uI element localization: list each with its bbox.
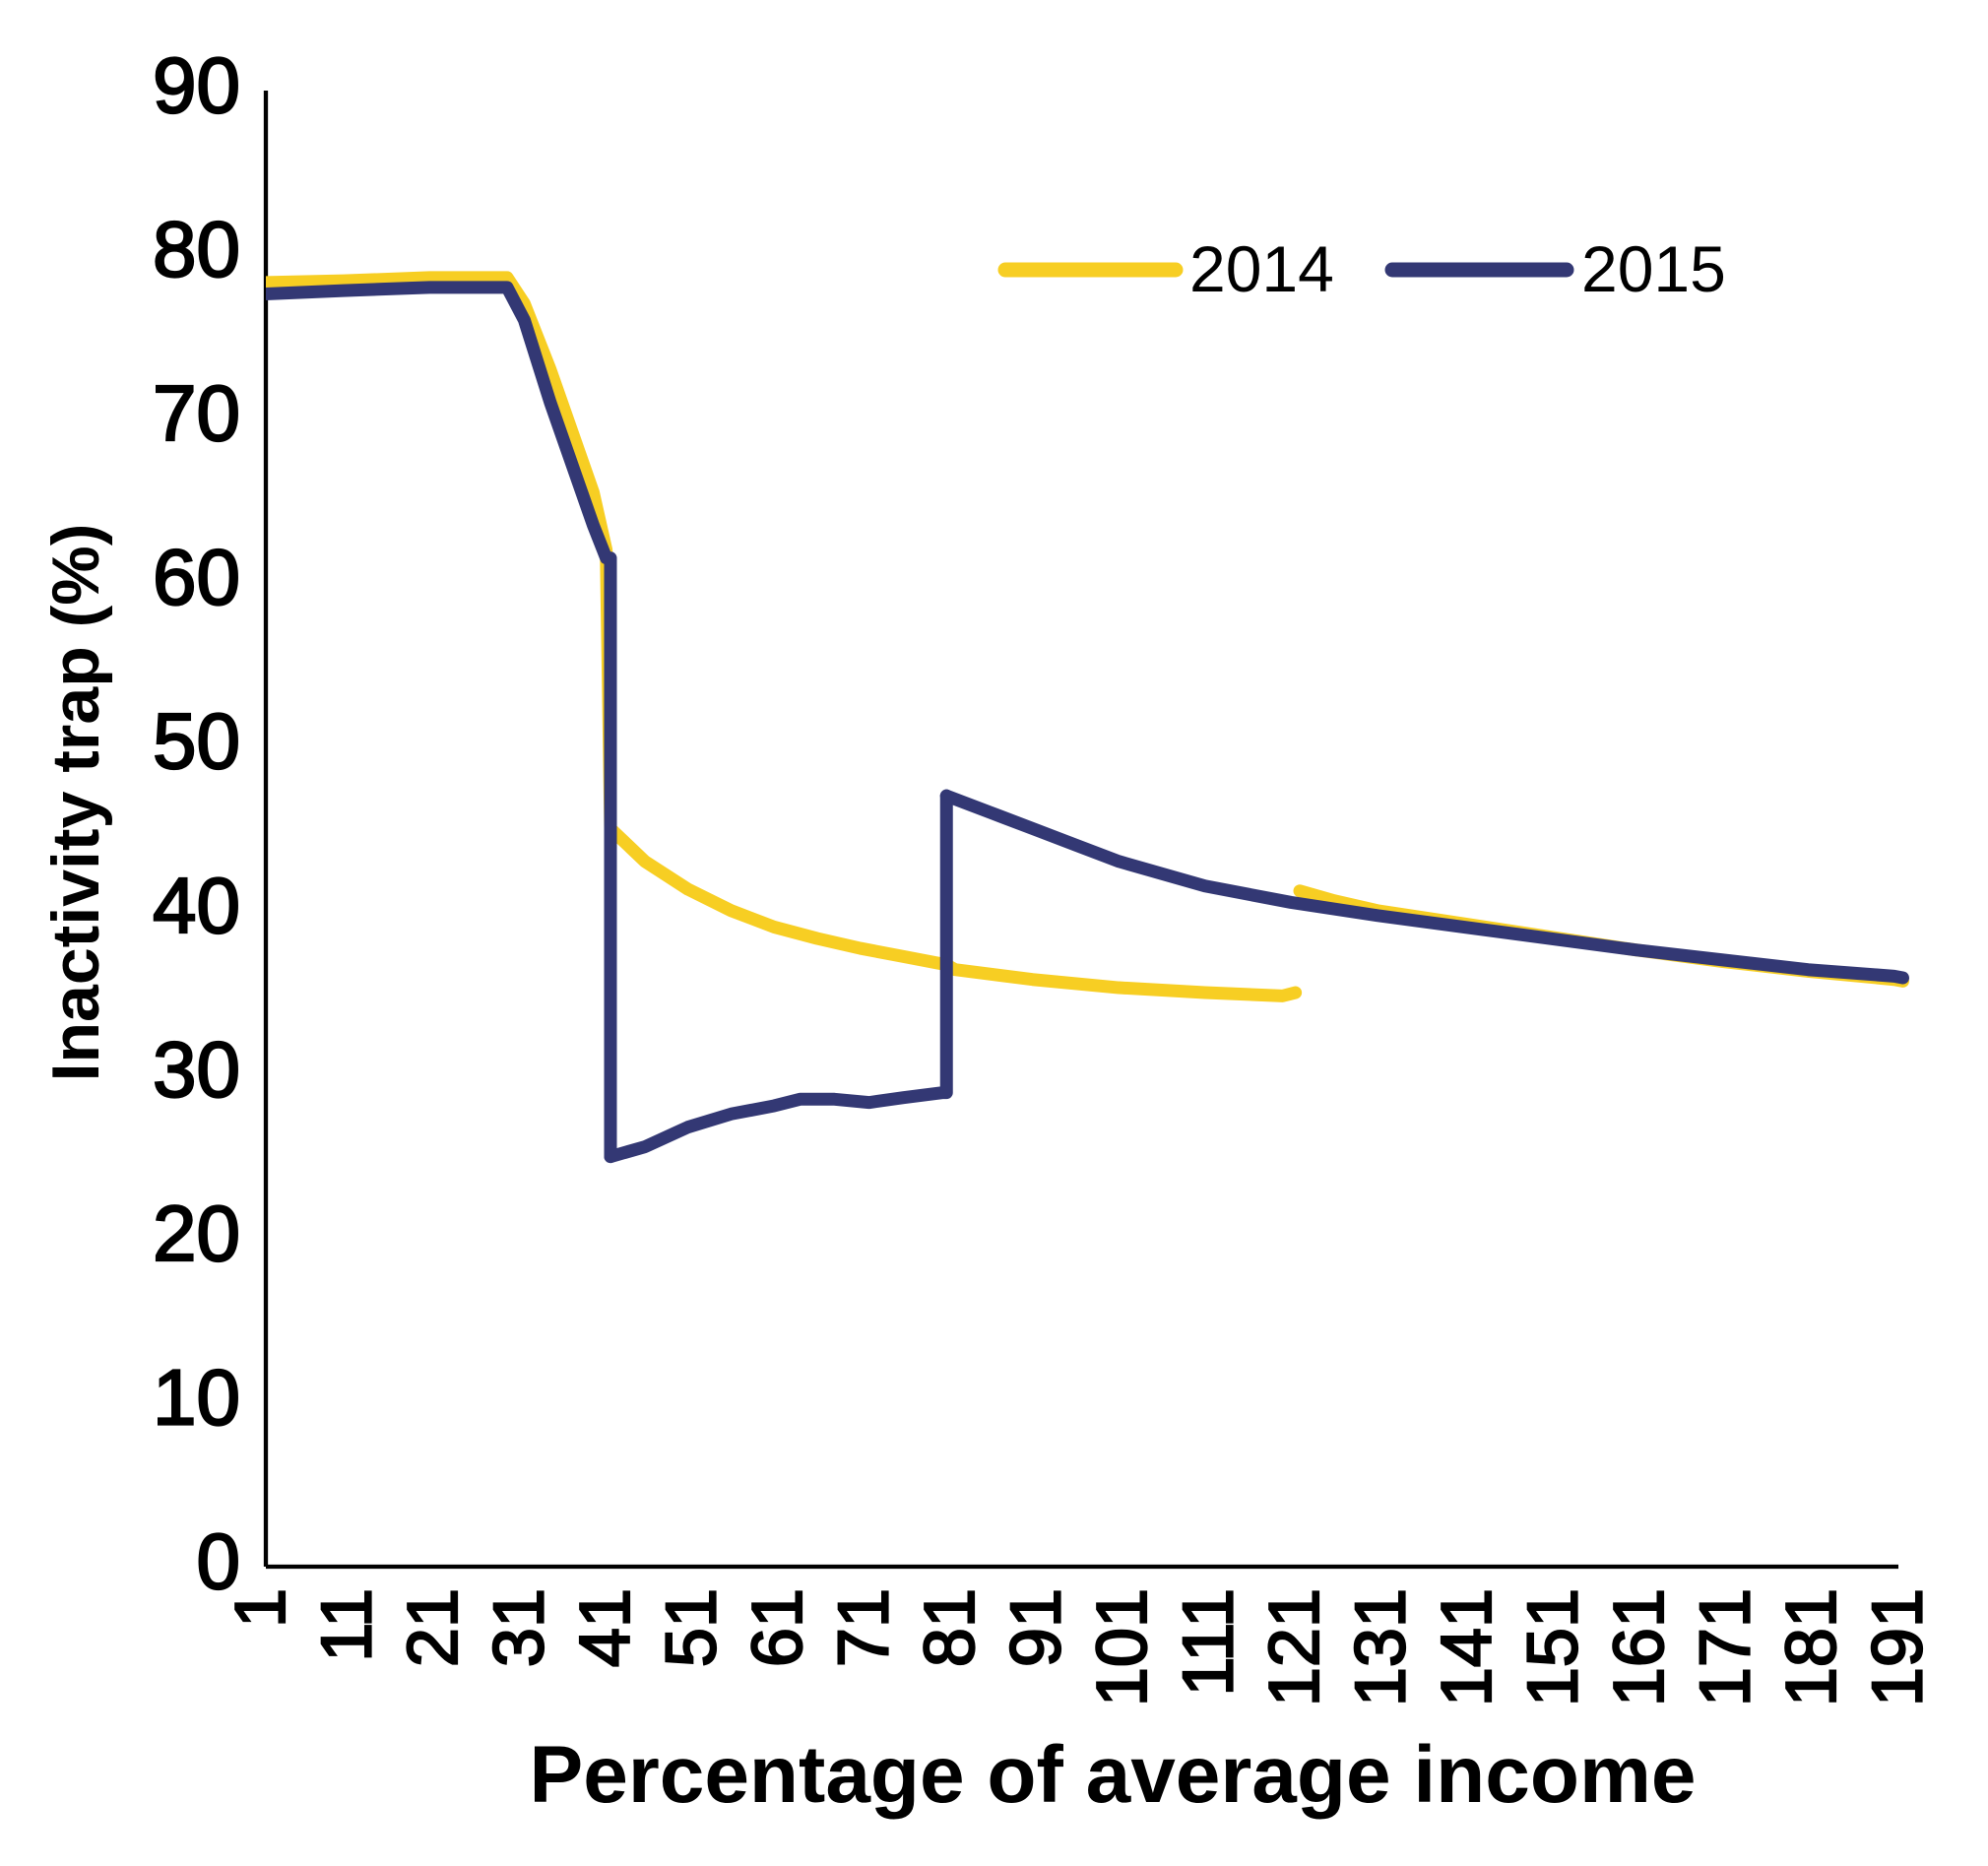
svg-text:Inactivity trap (%): Inactivity trap (%) — [38, 524, 113, 1082]
svg-text:171: 171 — [1687, 1588, 1765, 1706]
svg-text:141: 141 — [1428, 1588, 1507, 1706]
svg-text:80: 80 — [153, 206, 240, 293]
svg-text:111: 111 — [1170, 1588, 1249, 1696]
svg-text:2014: 2014 — [1189, 232, 1334, 305]
svg-text:181: 181 — [1772, 1588, 1851, 1706]
svg-text:1: 1 — [222, 1588, 300, 1628]
svg-text:70: 70 — [153, 369, 240, 457]
svg-text:31: 31 — [481, 1588, 559, 1667]
svg-text:21: 21 — [394, 1588, 473, 1667]
svg-text:11: 11 — [308, 1588, 387, 1662]
svg-text:90: 90 — [153, 41, 240, 129]
svg-text:60: 60 — [153, 534, 240, 621]
svg-text:131: 131 — [1342, 1588, 1421, 1706]
svg-text:121: 121 — [1255, 1588, 1334, 1706]
svg-text:20: 20 — [153, 1190, 240, 1277]
svg-text:30: 30 — [153, 1025, 240, 1113]
svg-text:161: 161 — [1600, 1588, 1679, 1706]
svg-text:41: 41 — [566, 1588, 645, 1667]
svg-text:10: 10 — [153, 1353, 240, 1441]
svg-text:51: 51 — [653, 1588, 732, 1667]
svg-text:71: 71 — [825, 1588, 904, 1667]
svg-text:101: 101 — [1083, 1588, 1162, 1706]
svg-text:91: 91 — [997, 1588, 1076, 1667]
svg-text:50: 50 — [153, 697, 240, 785]
svg-text:Percentage of average income: Percentage of average income — [530, 1730, 1697, 1820]
svg-text:40: 40 — [153, 862, 240, 949]
svg-text:2015: 2015 — [1581, 232, 1726, 305]
svg-text:151: 151 — [1514, 1588, 1593, 1706]
svg-text:61: 61 — [738, 1588, 817, 1667]
svg-text:191: 191 — [1859, 1588, 1938, 1706]
svg-text:81: 81 — [911, 1588, 990, 1667]
